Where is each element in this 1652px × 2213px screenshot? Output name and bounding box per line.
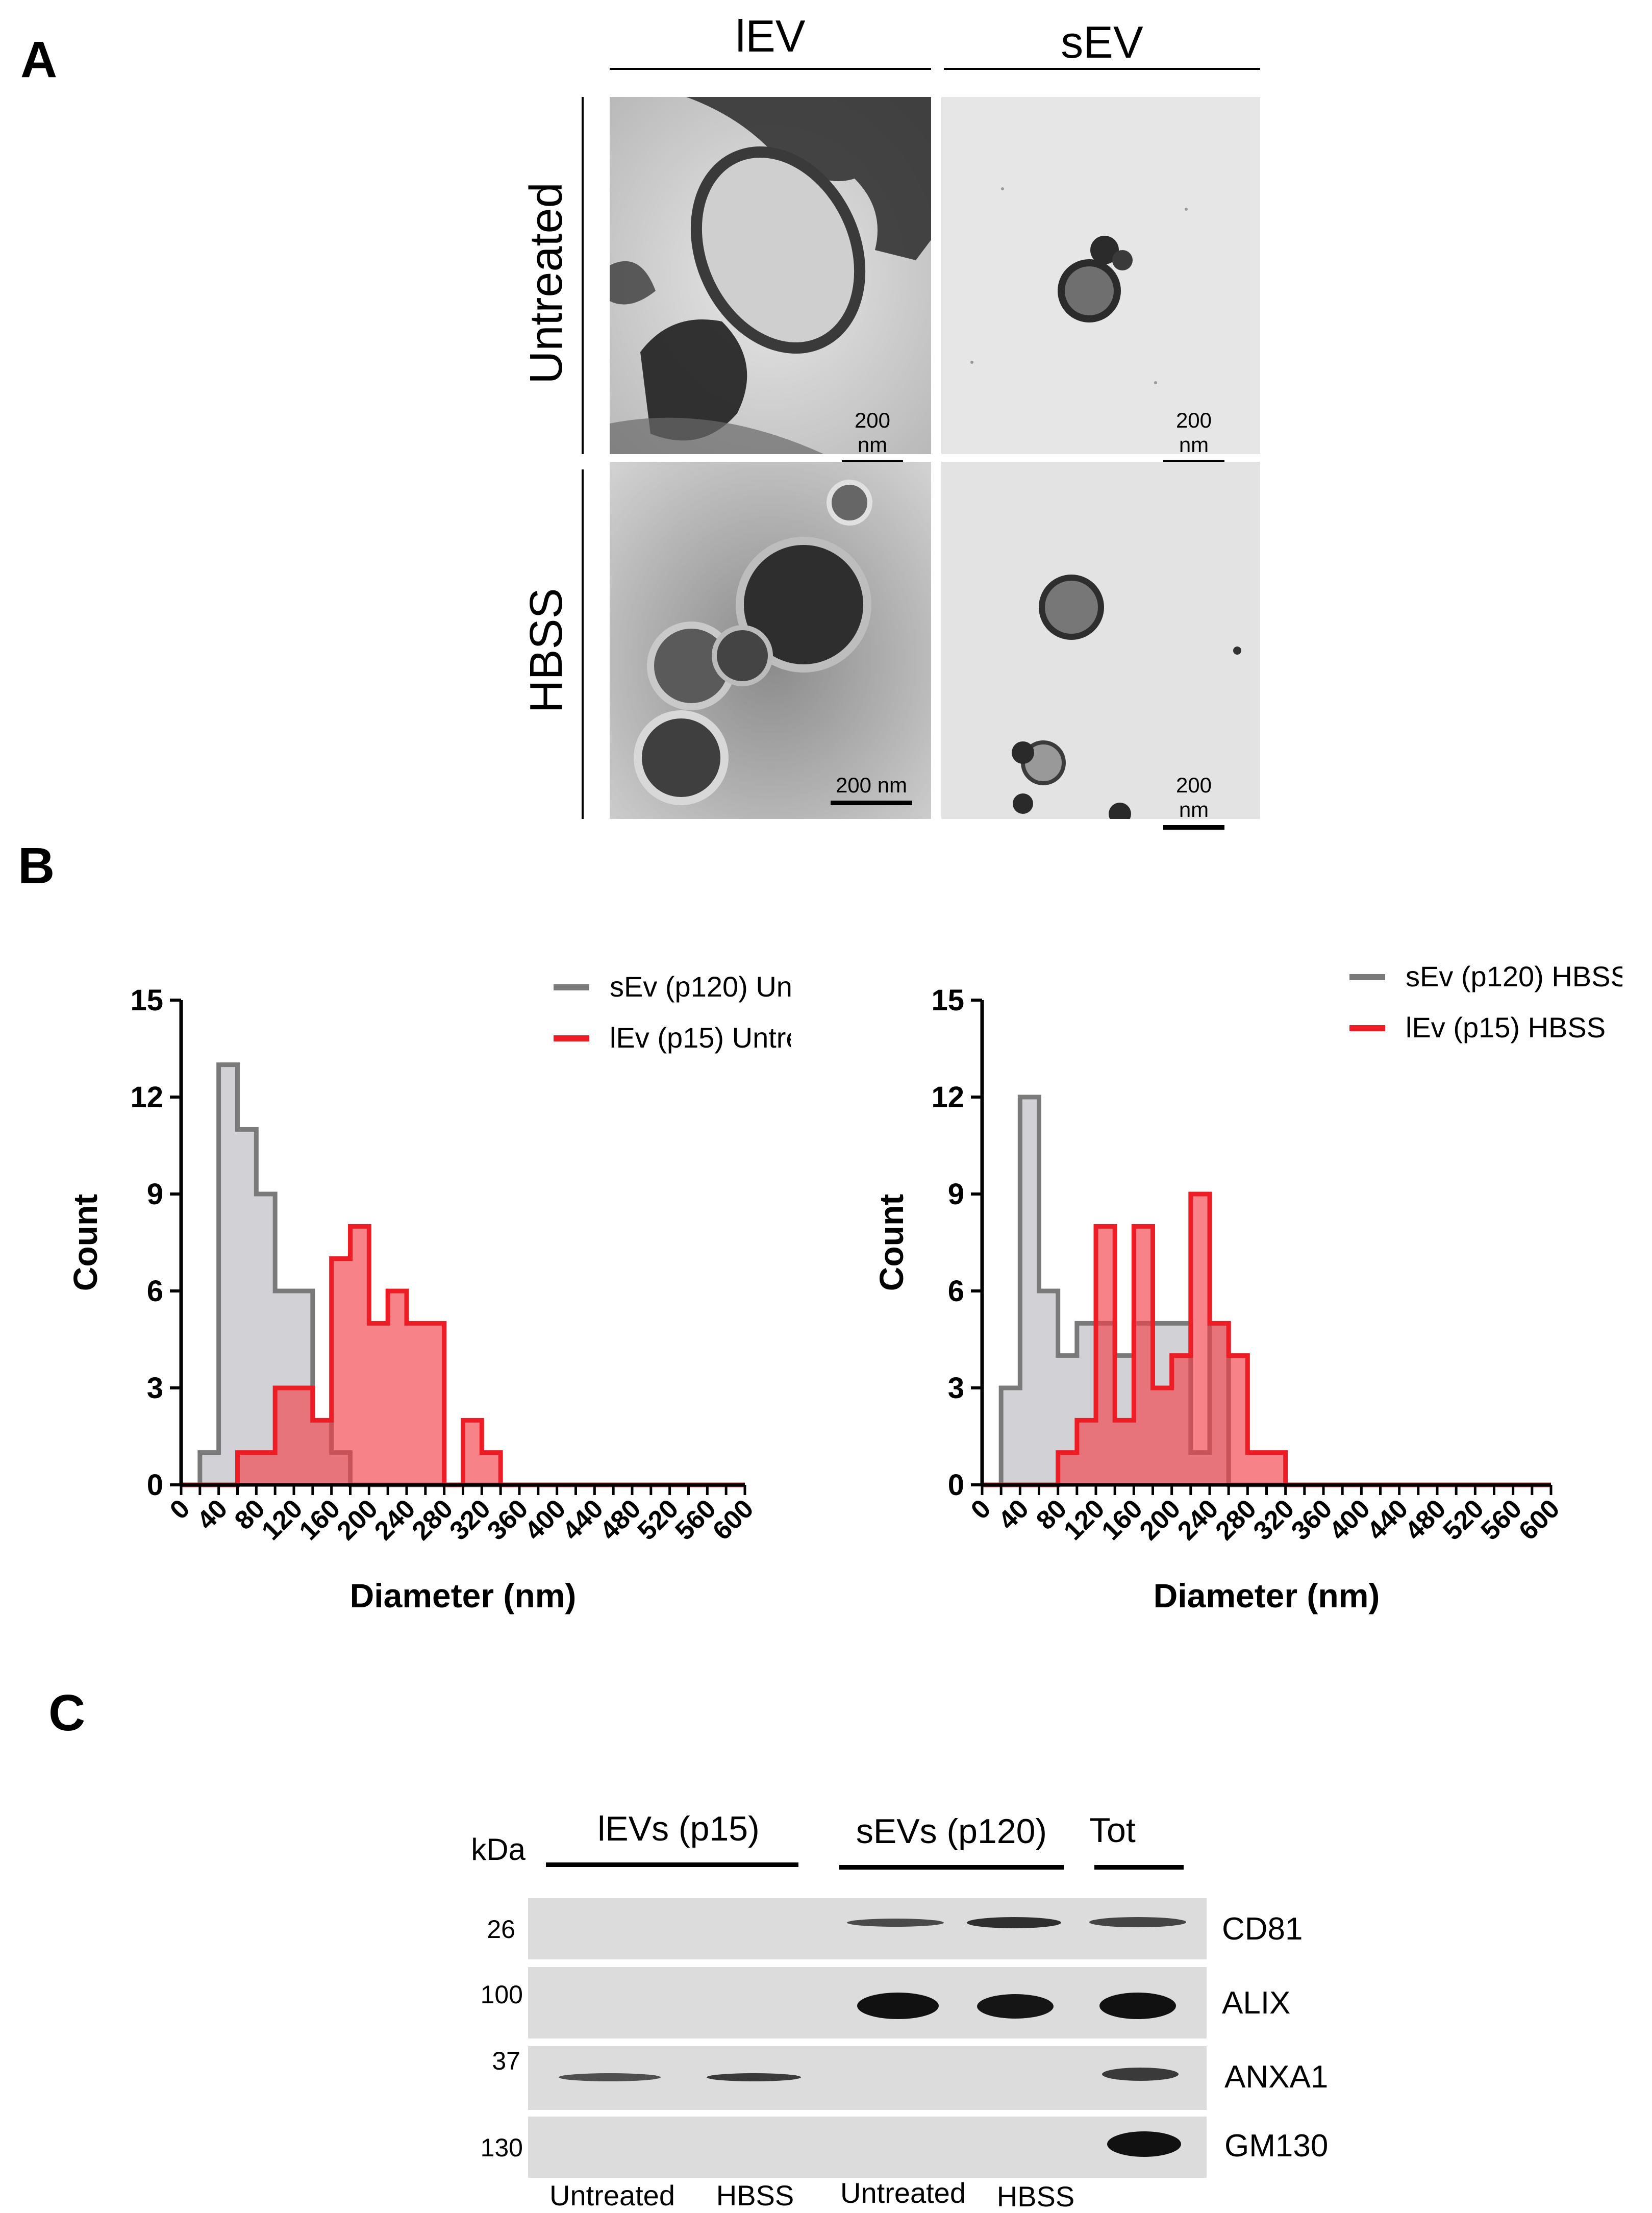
lane-label-sev-hbss: HBSS [996,2180,1075,2212]
x-tick-label: 600 [707,1494,759,1546]
band-alix-tot [1099,1993,1176,2019]
band-gm130-tot [1107,2131,1181,2157]
x-tick-label: 40 [993,1494,1035,1535]
legend-label-0: sEv (p120) HBSS [1406,960,1622,992]
group-label-levs: lEVs (p15) [597,1809,760,1848]
scale-bar-line [831,801,912,805]
series-fill-0 [982,1097,1551,1485]
histogram-untreated: 0369121504080120160200240280320360400440… [66,971,791,1614]
panel-a-letter: A [20,31,58,88]
y-tick-label: 3 [948,1372,964,1405]
y-tick-label: 6 [948,1275,964,1308]
y-tick-label: 12 [931,1081,964,1114]
y-tick-label: 0 [948,1469,964,1502]
y-tick-label: 15 [931,984,964,1017]
lane-label-lev-hbss: HBSS [716,2179,794,2211]
x-tick-label: 600 [1513,1494,1565,1546]
scale-bar-label: 200 nm [1175,773,1212,822]
x-tick-label: 0 [164,1494,195,1525]
kda-cd81: 26 [487,1915,515,1944]
row-label-untreated: Untreated [521,182,572,384]
col-header-lev-line [610,68,931,70]
row-divider-untreated [582,97,584,454]
col-header-sev-line [944,68,1260,70]
scale-bar-lev-hbss: 200 nm [831,773,912,805]
scale-bar-sev-untreated: 200 nm [1163,408,1224,465]
scale-bar-label: 200 nm [1175,408,1212,457]
blot-strip-cd81 [528,1898,1207,1959]
micrograph-sev-hbss [941,462,1260,819]
x-tick-label: 40 [191,1494,233,1535]
legend-label-0: sEv (p120) Untreated [610,971,791,1003]
kda-alix: 100 [480,1980,523,2009]
kda-gm130: 130 [480,2133,523,2162]
y-axis-title: Count [66,1194,104,1291]
band-cd81-sev-hbss [967,1917,1061,1928]
col-header-sev: sEV [1061,17,1143,67]
scale-bar-line [1163,825,1224,830]
group-label-sevs: sEVs (p120) [856,1812,1047,1851]
row-divider-hbss [582,469,584,819]
group-label-tot: Tot [1089,1811,1136,1850]
kda-anxa1: 37 [492,2047,520,2075]
col-header-lev: lEV [735,11,806,61]
x-axis-title: Diameter (nm) [350,1577,577,1614]
band-alix-sev-untreated [857,1993,939,2019]
protein-label-alix: ALIX [1222,1985,1291,2021]
micrograph-lev-untreated [610,97,931,454]
protein-label-gm130: GM130 [1224,2128,1329,2164]
blot-strip-gm130 [528,2117,1207,2178]
y-tick-label: 9 [147,1178,163,1211]
panel-c-letter: C [48,1684,86,1742]
group-line-sevs [839,1865,1064,1870]
histogram-hbss: 0369121504080120160200240280320360400440… [872,960,1622,1614]
y-tick-label: 3 [147,1372,163,1405]
x-tick-label: 0 [965,1494,996,1525]
kda-unit-label: kDa [471,1832,525,1867]
protein-label-cd81: CD81 [1222,1911,1303,1947]
scale-bar-label: 200 nm [835,773,908,797]
scale-bar-label: 200 nm [854,408,891,457]
row-label-hbss: HBSS [521,588,572,713]
y-tick-label: 15 [130,984,163,1017]
legend-label-1: lEv (p15) Untreated [610,1022,791,1054]
micrograph-sev-untreated [941,97,1260,454]
lane-label-sev-untreated: Untreated [840,2177,966,2209]
y-tick-label: 0 [147,1469,163,1502]
micrograph-lev-hbss [610,462,931,819]
panel-b-letter: B [18,837,55,894]
scale-bar-sev-hbss: 200 nm [1163,773,1224,830]
legend-label-1: lEv (p15) HBSS [1406,1011,1606,1043]
band-cd81-sev-untreated [847,1919,944,1927]
y-axis-title: Count [872,1194,910,1291]
group-line-levs [546,1862,798,1867]
x-axis-title: Diameter (nm) [1154,1577,1380,1614]
y-tick-label: 12 [130,1081,163,1114]
band-alix-sev-hbss [977,1994,1054,2019]
protein-label-anxa1: ANXA1 [1224,2059,1329,2095]
group-line-tot [1094,1865,1184,1870]
band-anxa1-lev-hbss [707,2073,801,2081]
y-tick-label: 6 [147,1275,163,1308]
band-cd81-tot [1089,1917,1186,1927]
band-anxa1-lev-untreated [559,2073,661,2081]
scale-bar-lev-untreated: 200 nm [842,408,903,465]
band-anxa1-tot [1102,2068,1179,2081]
y-tick-label: 9 [948,1178,964,1211]
lane-label-lev-untreated: Untreated [549,2179,675,2211]
